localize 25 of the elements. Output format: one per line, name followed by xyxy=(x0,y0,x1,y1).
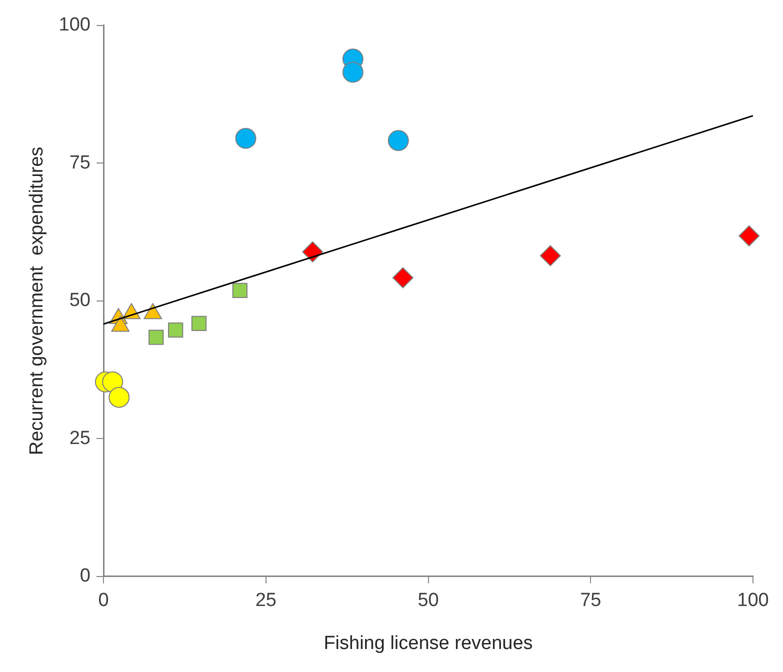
point xyxy=(191,316,207,332)
y-tick-label: 0 xyxy=(80,566,90,587)
point xyxy=(235,128,256,149)
y-axis-title: Recurrent government expenditures xyxy=(26,146,48,456)
x-tick-label: 100 xyxy=(737,590,769,612)
x-tick-label: 0 xyxy=(98,590,109,612)
point xyxy=(342,62,364,83)
point xyxy=(388,130,409,152)
point xyxy=(738,225,760,246)
point xyxy=(540,245,561,266)
y-tick-label: 25 xyxy=(69,428,90,449)
point xyxy=(392,267,414,288)
x-axis-title: Fishing license revenues xyxy=(324,632,533,654)
point xyxy=(168,322,184,338)
x-tick-label: 25 xyxy=(255,590,276,612)
y-tick-label: 75 xyxy=(69,152,90,174)
point xyxy=(232,282,248,298)
point xyxy=(148,330,164,345)
y-tick-label: 100 xyxy=(58,14,90,36)
x-tick-label: 75 xyxy=(580,590,602,612)
point xyxy=(102,371,124,392)
y-tick-label: 50 xyxy=(69,290,90,312)
point xyxy=(302,241,324,262)
x-tick-label: 50 xyxy=(418,590,439,612)
point xyxy=(108,386,130,408)
